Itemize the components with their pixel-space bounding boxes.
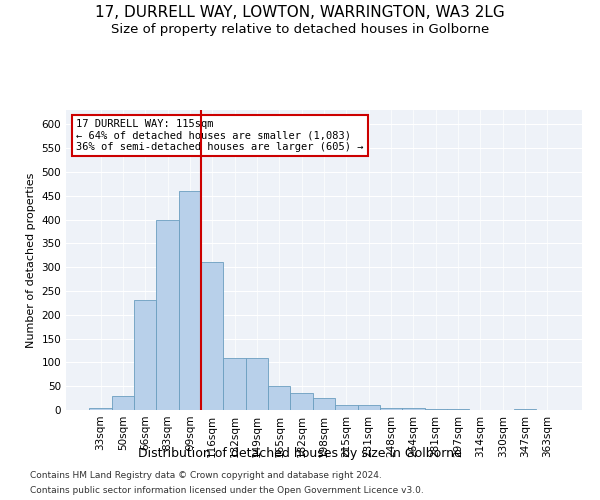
Bar: [335, 405, 358, 410]
Bar: [89, 408, 112, 410]
Text: Distribution of detached houses by size in Golborne: Distribution of detached houses by size …: [138, 448, 462, 460]
Bar: [447, 409, 469, 410]
Text: Contains HM Land Registry data © Crown copyright and database right 2024.: Contains HM Land Registry data © Crown c…: [30, 471, 382, 480]
Bar: [179, 191, 201, 410]
Bar: [112, 396, 134, 410]
Text: Contains public sector information licensed under the Open Government Licence v3: Contains public sector information licen…: [30, 486, 424, 495]
Bar: [358, 405, 380, 410]
Text: 17 DURRELL WAY: 115sqm
← 64% of detached houses are smaller (1,083)
36% of semi-: 17 DURRELL WAY: 115sqm ← 64% of detached…: [76, 119, 364, 152]
Bar: [157, 220, 179, 410]
Bar: [134, 300, 157, 410]
Text: 17, DURRELL WAY, LOWTON, WARRINGTON, WA3 2LG: 17, DURRELL WAY, LOWTON, WARRINGTON, WA3…: [95, 5, 505, 20]
Bar: [380, 408, 402, 410]
Bar: [201, 262, 223, 410]
Y-axis label: Number of detached properties: Number of detached properties: [26, 172, 36, 348]
Bar: [514, 409, 536, 410]
Bar: [425, 409, 447, 410]
Text: Size of property relative to detached houses in Golborne: Size of property relative to detached ho…: [111, 22, 489, 36]
Bar: [223, 358, 246, 410]
Bar: [290, 394, 313, 410]
Bar: [313, 398, 335, 410]
Bar: [268, 386, 290, 410]
Bar: [402, 408, 425, 410]
Bar: [246, 358, 268, 410]
